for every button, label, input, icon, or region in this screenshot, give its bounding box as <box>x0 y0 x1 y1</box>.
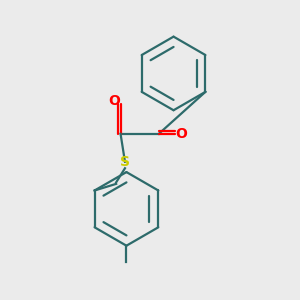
Text: O: O <box>176 127 188 141</box>
Text: O: O <box>108 94 120 108</box>
Text: S: S <box>120 155 130 169</box>
